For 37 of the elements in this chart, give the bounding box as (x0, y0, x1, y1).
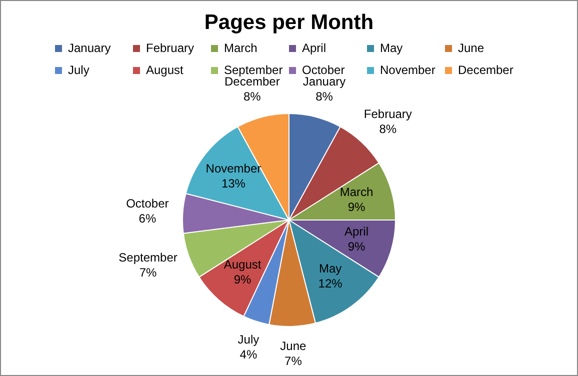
data-label: 12% (318, 276, 343, 291)
legend-label: December (458, 63, 514, 77)
slice-label: February (364, 106, 412, 121)
data-label: 7% (284, 354, 302, 368)
slice-label: May (318, 262, 342, 276)
data-label: 8% (316, 90, 334, 104)
legend-label: June (458, 41, 484, 55)
legend-label: July (68, 63, 90, 77)
data-label: 9% (348, 200, 366, 214)
legend-label: April (302, 41, 326, 55)
legend-label: January (68, 41, 111, 55)
data-label: 13% (221, 176, 246, 191)
legend-label: February (146, 41, 194, 55)
data-label: 8% (243, 90, 262, 104)
data-label: 9% (234, 272, 252, 287)
slice-label: September (118, 250, 178, 264)
slice-label: August (224, 258, 262, 272)
slice-label: November (206, 162, 262, 176)
legend-label: August (146, 63, 184, 77)
data-label: 4% (240, 348, 258, 362)
data-label: 8% (379, 122, 397, 136)
legend-label: May (380, 41, 403, 55)
slice-label: October (126, 196, 169, 210)
legend-label: November (380, 63, 436, 77)
legend-label: March (224, 41, 258, 55)
legend-label: October (302, 63, 345, 77)
slice-label: January (302, 74, 346, 89)
data-label: 7% (139, 265, 158, 280)
legend-label: September (224, 63, 283, 77)
slice-label: April (344, 224, 369, 238)
data-label: 9% (348, 239, 366, 254)
slice-label: March (340, 185, 374, 200)
slice-label: July (238, 332, 260, 347)
slice-label: December (224, 74, 280, 89)
chart-title: Pages per Month (203, 10, 375, 35)
data-label: 6% (138, 211, 156, 226)
slice-label: June (280, 339, 307, 354)
